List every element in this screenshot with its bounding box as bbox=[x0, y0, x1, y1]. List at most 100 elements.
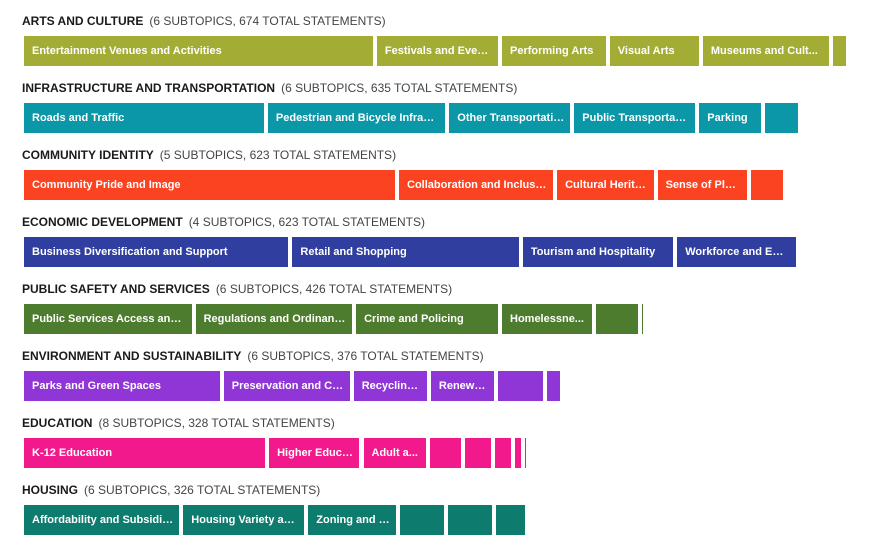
subtopic-bar[interactable] bbox=[465, 438, 491, 468]
subtopic-bar[interactable]: Renewa... bbox=[430, 371, 495, 401]
topic-header: ARTS AND CULTURE (6 SUBTOPICS, 674 TOTAL … bbox=[22, 14, 386, 28]
subtopic-label: Festivals and Events bbox=[384, 45, 492, 57]
subtopic-label: Tourism and Hospitality bbox=[530, 246, 656, 258]
subtopic-label: Zoning and D... bbox=[316, 514, 391, 526]
subtopic-bar[interactable] bbox=[515, 438, 522, 468]
topic-name: HOUSING bbox=[22, 483, 79, 497]
subtopic-bar[interactable]: Public Transportation bbox=[574, 103, 696, 133]
subtopic-bar[interactable] bbox=[596, 304, 638, 334]
subtopic-bar[interactable] bbox=[429, 438, 462, 468]
subtopic-label: Homelessne... bbox=[510, 313, 584, 325]
subtopic-bar[interactable]: Public Services Access and In... bbox=[24, 304, 192, 334]
topic-name: COMMUNITY IDENTITY bbox=[22, 148, 154, 162]
topic-meta: (5 SUBTOPICS, 623 TOTAL STATEMENTS) bbox=[159, 148, 397, 162]
subtopic-bar[interactable] bbox=[400, 505, 444, 535]
topic-meta: (6 SUBTOPICS, 426 TOTAL STATEMENTS) bbox=[215, 282, 453, 296]
subtopic-bar[interactable]: Parking bbox=[699, 103, 762, 133]
subtopic-label: Recycling a... bbox=[361, 380, 421, 392]
subtopic-bar[interactable]: Collaboration and Inclusiv... bbox=[399, 170, 554, 200]
subtopic-label: Entertainment Venues and Activities bbox=[32, 45, 222, 57]
subtopic-label: Affordability and Subsidize... bbox=[32, 514, 174, 526]
subtopic-bar[interactable] bbox=[547, 371, 561, 401]
subtopic-label: Visual Arts bbox=[617, 45, 675, 57]
subtopic-bar[interactable]: Adult a... bbox=[363, 438, 426, 468]
subtopic-label: Public Services Access and In... bbox=[32, 313, 186, 325]
topic-header: PUBLIC SAFETY AND SERVICES (6 SUBTOPICS, … bbox=[22, 282, 452, 296]
topic-block: COMMUNITY IDENTITY (5 SUBTOPICS, 623 TOTA… bbox=[0, 134, 875, 201]
subtopic-bar[interactable]: K-12 Education bbox=[24, 438, 266, 468]
subtopic-bar-row: Roads and Traffic Pedestrian and Bicycle … bbox=[0, 103, 875, 133]
subtopic-bar[interactable] bbox=[765, 103, 799, 133]
subtopic-bar-row: Public Services Access and In... Regulati… bbox=[0, 304, 875, 334]
subtopic-bar[interactable]: Museums and Cult... bbox=[702, 36, 829, 66]
subtopic-bar[interactable]: Pedestrian and Bicycle Infrastr... bbox=[267, 103, 446, 133]
subtopic-bar[interactable]: Sense of Place bbox=[657, 170, 747, 200]
subtopic-label: Pedestrian and Bicycle Infrastr... bbox=[275, 112, 440, 124]
subtopic-bar[interactable] bbox=[641, 304, 643, 334]
subtopic-bar-row: Entertainment Venues and Activities Festi… bbox=[0, 36, 875, 66]
topic-name: EDUCATION bbox=[22, 416, 93, 430]
subtopic-bar-row: Parks and Green Spaces Preservation and C… bbox=[0, 371, 875, 401]
topic-name: ECONOMIC DEVELOPMENT bbox=[22, 215, 183, 229]
subtopic-bar[interactable]: Affordability and Subsidize... bbox=[24, 505, 180, 535]
subtopic-bar[interactable]: Performing Arts bbox=[502, 36, 606, 66]
subtopic-label: Public Transportation bbox=[582, 112, 690, 124]
topic-block: ARTS AND CULTURE (6 SUBTOPICS, 674 TOTAL … bbox=[0, 0, 875, 67]
subtopic-bar[interactable]: Festivals and Events bbox=[376, 36, 498, 66]
subtopic-bar[interactable]: Crime and Policing bbox=[356, 304, 498, 334]
subtopic-bar[interactable] bbox=[525, 438, 527, 468]
subtopic-bar[interactable] bbox=[832, 36, 846, 66]
subtopic-bar[interactable]: Cultural Heritage bbox=[557, 170, 654, 200]
subtopic-label: Housing Variety and... bbox=[191, 514, 299, 526]
subtopic-bar[interactable]: Retail and Shopping bbox=[292, 237, 519, 267]
topic-name: PUBLIC SAFETY AND SERVICES bbox=[22, 282, 210, 296]
topic-name: INFRASTRUCTURE AND TRANSPORTATION bbox=[22, 81, 276, 95]
topic-block: INFRASTRUCTURE AND TRANSPORTATION (6 SUBT… bbox=[0, 67, 875, 134]
subtopic-bar[interactable]: Other Transportation bbox=[449, 103, 571, 133]
subtopic-bar[interactable]: Entertainment Venues and Activities bbox=[24, 36, 373, 66]
topic-header: COMMUNITY IDENTITY (5 SUBTOPICS, 623 TOTA… bbox=[22, 148, 396, 162]
subtopic-label: Workforce and Emp... bbox=[685, 246, 790, 258]
subtopic-label: Renewa... bbox=[438, 380, 489, 392]
subtopic-bar[interactable]: Roads and Traffic bbox=[24, 103, 264, 133]
subtopic-bar[interactable] bbox=[494, 438, 512, 468]
subtopic-label: Regulations and Ordinances bbox=[203, 313, 347, 325]
subtopic-bar[interactable]: Tourism and Hospitality bbox=[522, 237, 674, 267]
topic-meta: (6 SUBTOPICS, 674 TOTAL STATEMENTS) bbox=[149, 14, 386, 28]
topic-name: ENVIRONMENT AND SUSTAINABILITY bbox=[22, 349, 242, 363]
topic-header: EDUCATION (8 SUBTOPICS, 328 TOTAL STATEME… bbox=[22, 416, 335, 430]
topic-header: INFRASTRUCTURE AND TRANSPORTATION (6 SUBT… bbox=[22, 81, 517, 95]
subtopic-bar[interactable]: Regulations and Ordinances bbox=[195, 304, 353, 334]
subtopic-label: Parking bbox=[707, 112, 748, 124]
subtopic-bar[interactable]: Higher Educa... bbox=[269, 438, 360, 468]
subtopic-label: Community Pride and Image bbox=[32, 179, 181, 191]
subtopic-bar[interactable] bbox=[498, 371, 544, 401]
subtopic-bar[interactable]: Parks and Green Spaces bbox=[24, 371, 220, 401]
subtopic-label: Performing Arts bbox=[510, 45, 594, 57]
topic-meta: (6 SUBTOPICS, 326 TOTAL STATEMENTS) bbox=[84, 483, 321, 497]
subtopic-bar[interactable]: Recycling a... bbox=[353, 371, 427, 401]
topic-header: HOUSING (6 SUBTOPICS, 326 TOTAL STATEMENT… bbox=[22, 483, 320, 497]
subtopic-bar[interactable]: Visual Arts bbox=[609, 36, 699, 66]
subtopic-bar[interactable]: Community Pride and Image bbox=[24, 170, 395, 200]
subtopic-label: Adult a... bbox=[371, 447, 418, 459]
subtopic-bar[interactable]: Workforce and Emp... bbox=[677, 237, 796, 267]
subtopic-label: Parks and Green Spaces bbox=[32, 380, 162, 392]
topic-meta: (6 SUBTOPICS, 635 TOTAL STATEMENTS) bbox=[281, 81, 518, 95]
subtopic-label: Higher Educa... bbox=[277, 447, 354, 459]
topic-block: PUBLIC SAFETY AND SERVICES (6 SUBTOPICS, … bbox=[0, 268, 875, 335]
subtopic-label: Other Transportation bbox=[457, 112, 565, 124]
subtopic-bar[interactable]: Business Diversification and Support bbox=[24, 237, 289, 267]
subtopic-bar[interactable] bbox=[495, 505, 525, 535]
subtopic-label: Business Diversification and Support bbox=[32, 246, 228, 258]
subtopic-bar[interactable]: Housing Variety and... bbox=[183, 505, 305, 535]
subtopic-label: Cultural Heritage bbox=[565, 179, 648, 191]
subtopic-label: Sense of Place bbox=[665, 179, 741, 191]
subtopic-bar[interactable] bbox=[448, 505, 492, 535]
subtopic-bar[interactable]: Preservation and Con... bbox=[223, 371, 350, 401]
subtopic-bar[interactable] bbox=[750, 170, 784, 200]
subtopic-bar[interactable]: Zoning and D... bbox=[308, 505, 397, 535]
subtopic-label: K-12 Education bbox=[32, 447, 113, 459]
subtopic-bar[interactable]: Homelessne... bbox=[502, 304, 593, 334]
